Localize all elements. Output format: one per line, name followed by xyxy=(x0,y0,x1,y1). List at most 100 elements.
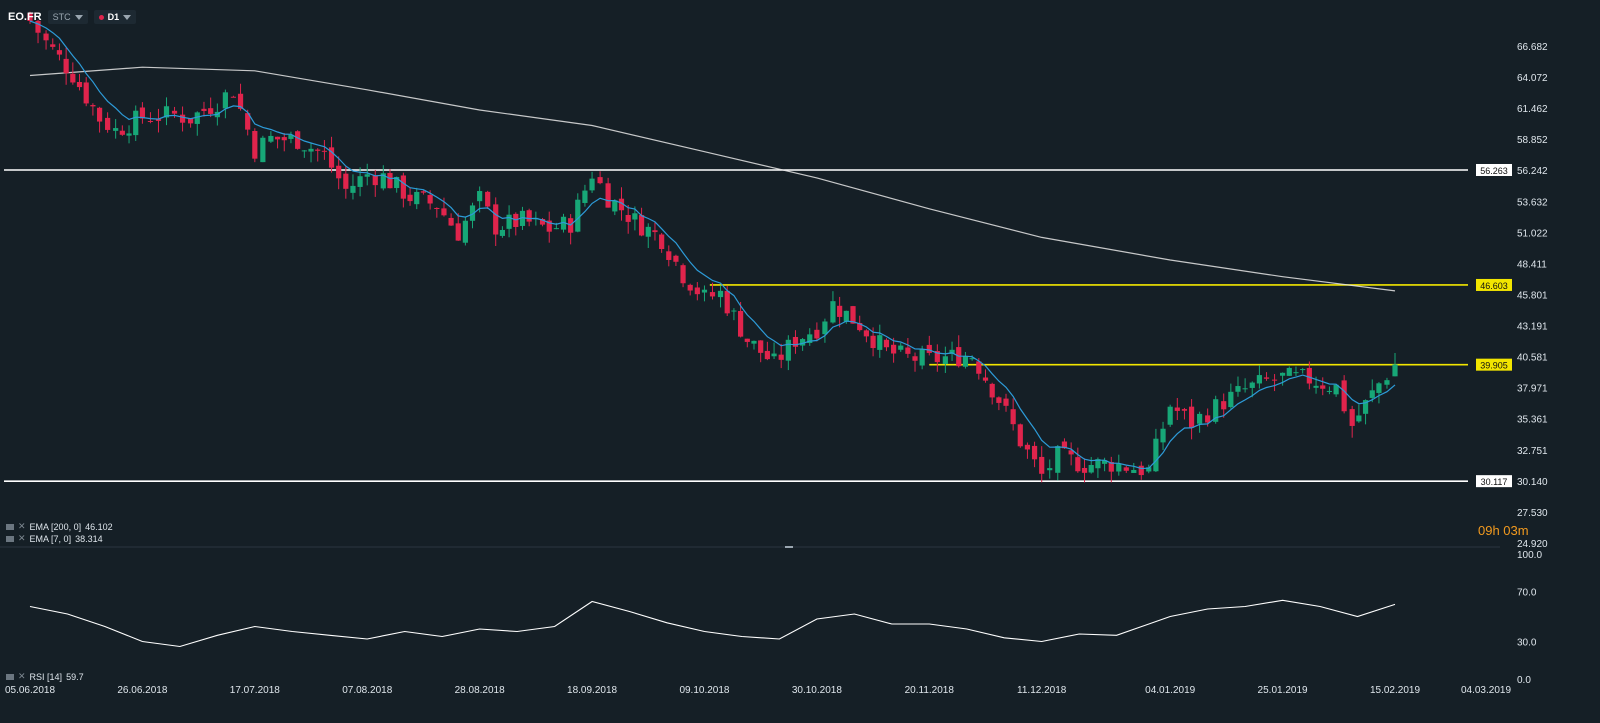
candle-body xyxy=(751,340,757,344)
close-icon[interactable]: ✕ xyxy=(18,533,26,543)
candle-body xyxy=(350,185,356,193)
candle-body xyxy=(407,194,413,202)
ema200-line xyxy=(29,66,1396,292)
candle-body xyxy=(455,223,461,241)
candle-body xyxy=(485,191,491,207)
candle-body xyxy=(934,350,940,363)
candle-body xyxy=(1300,369,1306,371)
candle-body xyxy=(625,215,631,222)
chart-style-label: STC xyxy=(52,12,71,22)
candle-body xyxy=(717,290,724,298)
price-level-tag xyxy=(1476,278,1512,291)
candle-body xyxy=(274,136,281,140)
candle-body xyxy=(877,335,883,350)
candle-body xyxy=(976,361,982,374)
candle-body xyxy=(744,338,750,342)
candle-body xyxy=(764,350,770,360)
candle-body xyxy=(1188,406,1195,428)
candle-body xyxy=(139,107,146,119)
candle-body xyxy=(1320,385,1326,389)
chevron-down-icon xyxy=(74,14,83,20)
candle-body xyxy=(1271,379,1278,381)
candle-body xyxy=(912,356,918,361)
symbol-label[interactable]: EO.FR xyxy=(8,11,42,23)
indicator-legend-ema7[interactable]: ✕ EMA [7, 0] 38.314 xyxy=(6,533,103,544)
candle-body xyxy=(147,121,154,123)
candle-body xyxy=(962,356,969,367)
candle-body xyxy=(448,217,454,226)
candle-body xyxy=(260,137,266,163)
candle-body xyxy=(1293,372,1299,374)
candle-body xyxy=(612,200,618,212)
candle-body xyxy=(1010,409,1016,425)
candle-body xyxy=(43,33,49,41)
candle-body xyxy=(942,356,948,365)
candle-body xyxy=(645,226,651,237)
candle-body xyxy=(387,173,393,189)
candle-body xyxy=(295,131,301,149)
candle-body xyxy=(1160,428,1166,443)
price-level-tag xyxy=(1476,163,1512,176)
bar-countdown: 09h 03m xyxy=(1478,523,1529,538)
candle-body xyxy=(1392,364,1398,377)
candle-body xyxy=(1047,468,1053,471)
candle-body xyxy=(680,265,686,284)
indicator-legend-ema200[interactable]: ✕ EMA [200, 0] 46.102 xyxy=(6,521,113,532)
candle-body xyxy=(731,310,737,312)
candle-body xyxy=(208,108,214,114)
x-tick-label: 20.11.2018 xyxy=(905,685,955,696)
candle-body xyxy=(575,199,581,232)
candle-body xyxy=(1279,372,1286,376)
candle-body xyxy=(343,173,349,189)
timeframe-select[interactable]: D1 xyxy=(93,10,137,24)
candle-body xyxy=(1174,407,1180,411)
y-tick-label: 48.411 xyxy=(1517,259,1547,270)
candle-body xyxy=(477,191,483,202)
candle-body xyxy=(1116,463,1122,472)
indicator-settings-icon[interactable] xyxy=(6,523,14,530)
candle-body xyxy=(1181,409,1188,411)
rsi-line xyxy=(29,599,1396,648)
candle-body xyxy=(996,397,1002,403)
candle-body xyxy=(1075,457,1081,472)
candle-body xyxy=(1055,446,1061,473)
y-tick-label: 53.632 xyxy=(1517,197,1548,208)
candle-body xyxy=(1369,390,1375,398)
chart-header: EO.FR STC D1 xyxy=(8,8,137,26)
candle-body xyxy=(83,82,89,104)
y-tick-label: 30.140 xyxy=(1517,477,1548,488)
close-icon[interactable]: ✕ xyxy=(18,671,26,681)
x-tick-label: 25.01.2019 xyxy=(1258,685,1308,696)
candle-body xyxy=(738,310,744,337)
candle-body xyxy=(666,251,672,260)
x-tick-label: 04.01.2019 xyxy=(1145,685,1195,696)
x-tick-label: 28.08.2018 xyxy=(455,685,505,696)
candle-body xyxy=(1138,465,1144,476)
y-tick-label: 56.242 xyxy=(1517,166,1548,177)
candle-body xyxy=(96,107,103,122)
y-tick-label: 27.530 xyxy=(1517,508,1548,519)
candle-body xyxy=(105,117,111,130)
candle-body xyxy=(336,165,342,179)
candle-body xyxy=(1108,461,1114,472)
candle-body xyxy=(724,290,730,314)
candle-body xyxy=(119,130,125,135)
indicator-settings-icon[interactable] xyxy=(6,673,14,680)
candle-body xyxy=(905,347,911,354)
candle-body xyxy=(187,118,194,124)
chart-style-select[interactable]: STC xyxy=(47,10,88,24)
indicator-settings-icon[interactable] xyxy=(6,535,14,542)
candle-body xyxy=(499,229,505,236)
candle-body xyxy=(1333,384,1339,395)
indicator-legend-rsi[interactable]: ✕ RSI [14] 59.7 xyxy=(6,671,84,682)
y-tick-label: 61.462 xyxy=(1517,104,1548,115)
close-icon[interactable]: ✕ xyxy=(18,521,26,531)
ema7-line xyxy=(29,20,1396,470)
candle-body xyxy=(171,110,178,114)
candle-body xyxy=(462,220,468,243)
candle-body xyxy=(1088,465,1094,473)
candle-body xyxy=(1356,415,1362,422)
x-tick-label: 09.10.2018 xyxy=(679,685,729,696)
